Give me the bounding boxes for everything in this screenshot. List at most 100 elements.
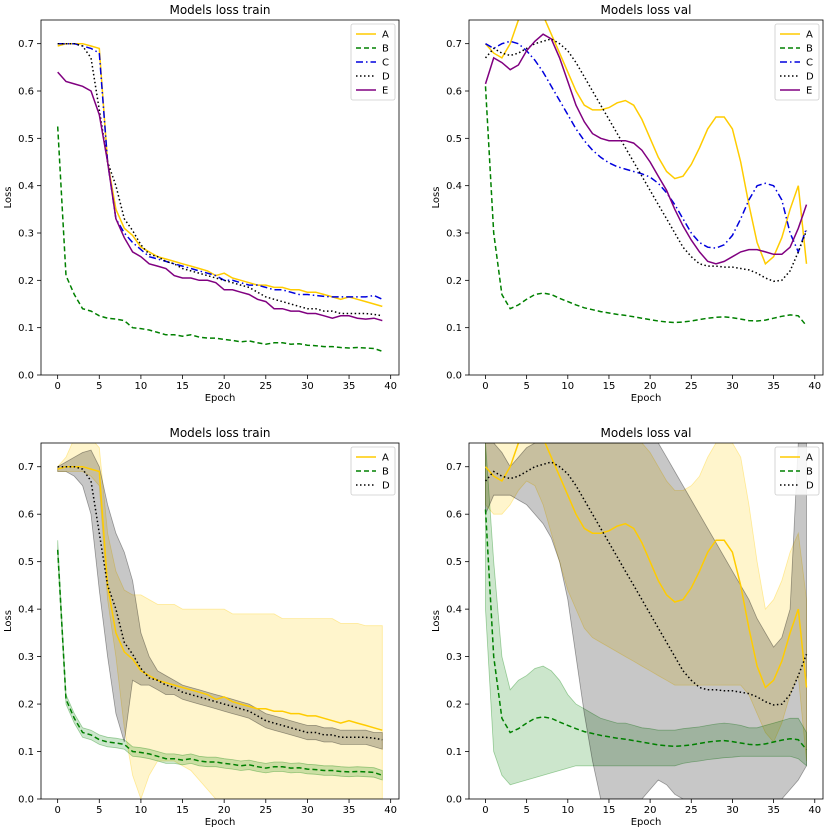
- band-D: [485, 443, 807, 799]
- chart-title: Models loss train: [169, 3, 270, 17]
- x-tick-label: 35: [767, 805, 780, 816]
- series-line-B: [484, 509, 808, 751]
- x-tick-label: 10: [561, 381, 574, 392]
- series-line-E: [57, 71, 383, 322]
- x-tick-label: 0: [54, 805, 60, 816]
- series-line-D: [57, 465, 383, 741]
- series-line-A: [484, 443, 808, 689]
- series-line-B: [56, 549, 383, 777]
- x-tick-label: 20: [644, 381, 657, 392]
- x-tick-label: 20: [218, 805, 231, 816]
- x-tick-label: 30: [726, 381, 739, 392]
- y-tick-label: 0.5: [18, 557, 34, 568]
- y-axis-label: Loss: [431, 187, 442, 209]
- axes-frame: [468, 19, 824, 376]
- chart-panel-3: 0 5 10 15 20 25 30 35 40 0.0 0.1 0.2 0.3 0.4 0.5 0.6 0.7…: [431, 426, 824, 828]
- y-tick-label: 0.0: [18, 371, 34, 382]
- legend: ABD: [350, 446, 396, 496]
- y-tick-label: 0.7: [446, 39, 462, 50]
- series-line-D: [484, 38, 808, 283]
- legend-label-B: B: [382, 44, 389, 55]
- x-tick-label: 5: [523, 381, 529, 392]
- y-tick-label: 0.0: [18, 795, 34, 806]
- legend-label-A: A: [806, 453, 813, 464]
- y-tick-label: 0.2: [446, 700, 462, 711]
- y-axis-label: Loss: [3, 610, 14, 632]
- y-tick-label: 0.6: [18, 510, 34, 521]
- legend-label-D: D: [806, 481, 814, 492]
- chart-title: Models loss val: [601, 426, 692, 440]
- legend-label-A: A: [382, 453, 389, 464]
- chart-panel-1: 0 5 10 15 20 25 30 35 40 0.0 0.1 0.2 0.3 0.4 0.5 0.6 0.7…: [431, 3, 824, 404]
- y-tick-label: 0.0: [446, 795, 462, 806]
- legend-label-D: D: [806, 72, 814, 83]
- chart-title: Models loss train: [169, 426, 270, 440]
- x-tick-label: 25: [259, 381, 272, 392]
- band-A: [57, 443, 383, 799]
- chart-title: Models loss val: [601, 3, 692, 17]
- legend-label-B: B: [382, 467, 389, 478]
- x-axis-label: Epoch: [205, 817, 236, 828]
- band-B: [57, 540, 383, 781]
- plot-area: [484, 443, 808, 799]
- legend-label-C: C: [382, 58, 389, 69]
- x-tick-label: 40: [808, 381, 821, 392]
- y-tick-label: 0.4: [18, 181, 34, 192]
- plot-area: [56, 443, 383, 799]
- legend: ABD: [774, 446, 820, 496]
- legend-label-E: E: [382, 86, 388, 97]
- y-tick-label: 0.3: [18, 652, 34, 663]
- x-tick-label: 10: [561, 805, 574, 816]
- legend-label-A: A: [382, 30, 389, 41]
- x-tick-label: 25: [259, 805, 272, 816]
- axes-frame: [40, 442, 400, 800]
- y-tick-label: 0.3: [446, 652, 462, 663]
- band-D: [57, 449, 383, 750]
- x-tick-label: 0: [482, 805, 488, 816]
- x-tick-label: 35: [343, 381, 356, 392]
- x-tick-label: 35: [343, 805, 356, 816]
- y-tick-label: 0.2: [18, 700, 34, 711]
- x-tick-label: 40: [808, 805, 821, 816]
- band-A: [485, 443, 807, 762]
- x-tick-label: 20: [218, 381, 231, 392]
- y-tick-label: 0.4: [18, 605, 34, 616]
- y-tick-label: 0.0: [446, 371, 462, 382]
- series-line-B: [56, 126, 383, 353]
- x-tick-label: 0: [54, 381, 60, 392]
- y-tick-label: 0.7: [18, 462, 34, 473]
- x-tick-label: 30: [301, 381, 314, 392]
- legend-label-B: B: [806, 467, 813, 478]
- y-axis-label: Loss: [3, 187, 14, 209]
- series-line-B: [484, 86, 808, 327]
- series-line-A: [57, 465, 383, 731]
- y-tick-label: 0.5: [446, 134, 462, 145]
- x-tick-label: 30: [301, 805, 314, 816]
- y-tick-label: 0.2: [446, 276, 462, 287]
- y-tick-label: 0.6: [446, 510, 462, 521]
- band-B: [485, 443, 807, 786]
- x-tick-label: 5: [523, 805, 529, 816]
- x-tick-label: 15: [603, 381, 616, 392]
- legend-label-C: C: [806, 58, 813, 69]
- y-tick-label: 0.7: [446, 462, 462, 473]
- y-tick-label: 0.6: [18, 87, 34, 98]
- x-tick-label: 10: [135, 805, 148, 816]
- x-axis-label: Epoch: [631, 393, 662, 404]
- series-line-E: [484, 33, 808, 265]
- x-tick-label: 20: [644, 805, 657, 816]
- y-tick-label: 0.7: [18, 39, 34, 50]
- x-tick-label: 5: [96, 381, 102, 392]
- plot-area: [56, 42, 383, 353]
- legend-label-A: A: [806, 30, 813, 41]
- legend-label-E: E: [806, 86, 812, 97]
- x-tick-label: 10: [135, 381, 148, 392]
- x-tick-label: 35: [767, 381, 780, 392]
- y-tick-label: 0.5: [18, 134, 34, 145]
- chart-panel-2: 0 5 10 15 20 25 30 35 40 0.0 0.1 0.2 0.3 0.4 0.5 0.6 0.7…: [3, 426, 400, 828]
- x-tick-label: 25: [685, 805, 698, 816]
